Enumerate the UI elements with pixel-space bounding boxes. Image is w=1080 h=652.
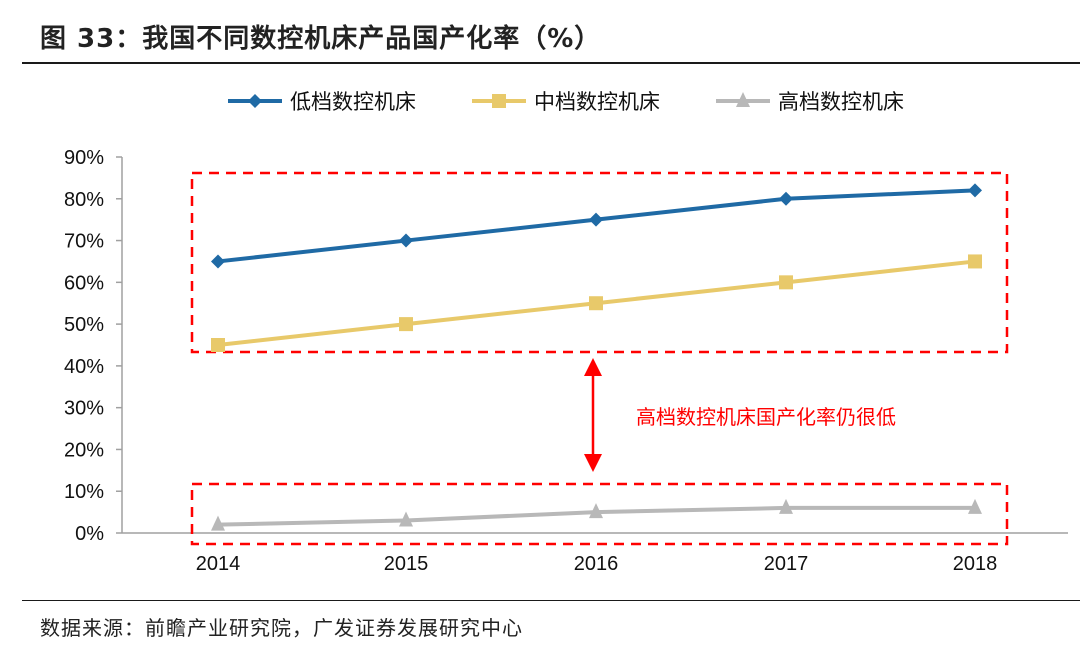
data-point — [779, 191, 793, 206]
x-tick-label: 2016 — [574, 553, 619, 575]
y-tick-label: 50% — [64, 314, 104, 336]
y-tick-label: 40% — [64, 356, 104, 378]
data-point — [968, 183, 982, 198]
source-note: 数据来源：前瞻产业研究院，广发证券发展研究中心 — [40, 616, 523, 640]
arrow-head-up — [584, 358, 602, 376]
data-point — [211, 515, 225, 531]
legend-label: 中档数控机床 — [534, 91, 660, 114]
data-point — [211, 254, 225, 269]
y-tick-label: 90% — [64, 147, 104, 169]
data-point — [779, 275, 793, 290]
data-point — [968, 498, 982, 514]
line-chart: 0% 10% 20% 30% 40% 50% 60% 70% 80% 90% 2014 2015 201… — [64, 91, 1068, 575]
legend-label: 低档数控机床 — [290, 91, 416, 114]
title-divider — [22, 62, 1080, 64]
y-tick-label: 10% — [64, 481, 104, 503]
arrow-head-down — [584, 454, 602, 472]
legend-label: 高档数控机床 — [778, 91, 904, 114]
data-point — [589, 212, 603, 227]
annotation-text: 高档数控机床国产化率仍很低 — [636, 406, 896, 429]
y-tick-label: 60% — [64, 272, 104, 294]
y-tick-label: 70% — [64, 231, 104, 253]
x-tick-label: 2017 — [764, 553, 809, 575]
highlight-box-lower — [190, 482, 1009, 546]
data-point — [211, 338, 225, 352]
data-point — [399, 317, 413, 332]
data-point — [399, 511, 413, 527]
data-point — [589, 503, 603, 519]
data-point — [399, 233, 413, 248]
legend-marker — [736, 92, 750, 107]
x-tick-label: 2018 — [953, 553, 998, 575]
highlight-box-upper — [190, 171, 1009, 354]
data-point — [968, 254, 982, 269]
legend-marker — [492, 94, 506, 108]
x-tick-label: 2014 — [196, 553, 241, 575]
y-tick-label: 30% — [64, 398, 104, 420]
figure-title: 图 33：我国不同数控机床产品国产化率（%） — [40, 24, 602, 54]
source-divider — [22, 600, 1080, 601]
y-tick-label: 80% — [64, 189, 104, 211]
x-tick-label: 2015 — [384, 553, 429, 575]
data-point — [589, 296, 603, 311]
y-tick-label: 0% — [75, 523, 104, 545]
data-point — [779, 498, 793, 514]
legend-marker — [248, 94, 262, 108]
y-tick-label: 20% — [64, 439, 104, 461]
